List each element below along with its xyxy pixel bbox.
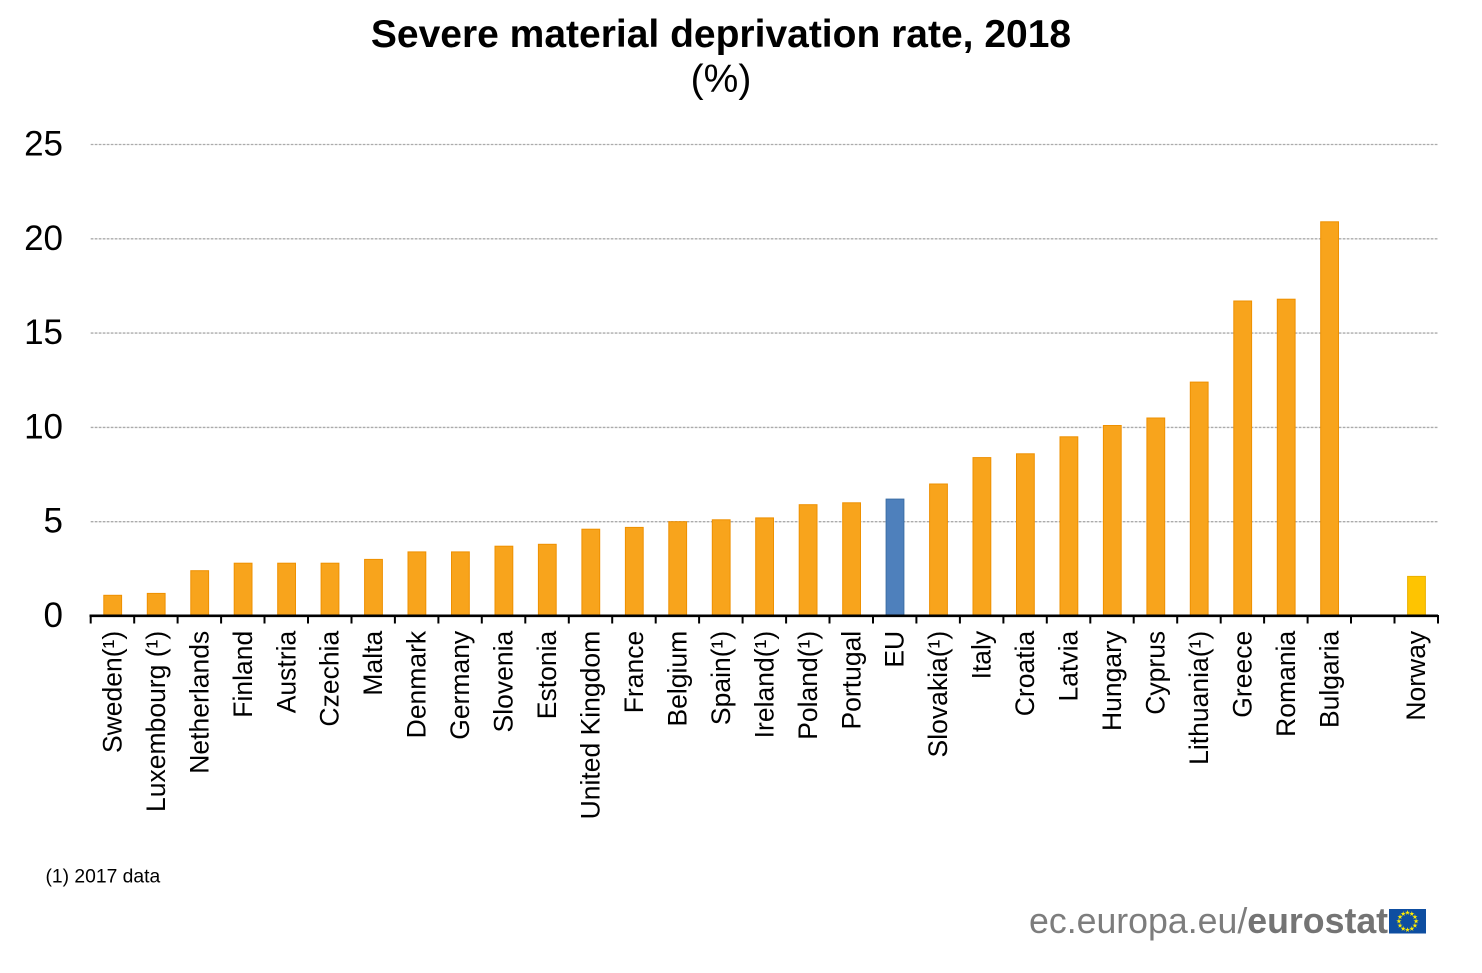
svg-text:Romania: Romania (1271, 631, 1301, 737)
svg-text:Ireland(¹): Ireland(¹) (749, 631, 779, 739)
svg-text:Croatia: Croatia (1010, 631, 1040, 717)
svg-text:Malta: Malta (358, 631, 388, 696)
svg-text:Italy: Italy (967, 630, 997, 679)
svg-text:Finland: Finland (228, 631, 258, 718)
svg-text:(1) 2017 data: (1) 2017 data (46, 867, 161, 888)
svg-text:Cyprus: Cyprus (1141, 631, 1171, 715)
svg-text:United Kingdom: United Kingdom (576, 631, 606, 820)
svg-text:EU: EU (880, 631, 910, 668)
svg-text:ec.europa.eu/eurostat: ec.europa.eu/eurostat (1029, 901, 1388, 941)
svg-text:Severe material deprivation ra: Severe material deprivation rate, 2018 (371, 13, 1071, 56)
svg-text:Slovenia: Slovenia (489, 631, 519, 733)
svg-text:Norway: Norway (1401, 630, 1431, 721)
svg-text:Luxembourg (¹): Luxembourg (¹) (141, 631, 171, 812)
svg-text:Bulgaria: Bulgaria (1314, 631, 1344, 728)
svg-text:Slovakia(¹): Slovakia(¹) (923, 631, 953, 758)
svg-text:Portugal: Portugal (836, 631, 866, 730)
svg-text:Netherlands: Netherlands (184, 631, 214, 774)
svg-text:Austria: Austria (271, 631, 301, 714)
svg-text:France: France (619, 631, 649, 713)
svg-text:0: 0 (44, 596, 63, 635)
svg-text:Hungary: Hungary (1097, 630, 1127, 731)
svg-text:Greece: Greece (1227, 631, 1257, 718)
svg-text:Sweden(¹): Sweden(¹) (97, 631, 127, 753)
svg-text:Poland(¹): Poland(¹) (793, 631, 823, 740)
svg-text:Czechia: Czechia (315, 631, 345, 727)
svg-text:5: 5 (44, 502, 63, 541)
svg-text:Latvia: Latvia (1054, 631, 1084, 702)
svg-text:Lithuania(¹): Lithuania(¹) (1184, 631, 1214, 765)
svg-text:(%): (%) (691, 58, 752, 101)
svg-text:10: 10 (24, 407, 63, 446)
svg-text:15: 15 (24, 313, 63, 352)
svg-text:20: 20 (24, 219, 63, 258)
svg-text:Germany: Germany (445, 630, 475, 740)
svg-text:25: 25 (24, 125, 63, 164)
svg-text:Denmark: Denmark (402, 630, 432, 738)
svg-text:Estonia: Estonia (532, 631, 562, 720)
svg-text:Spain(¹): Spain(¹) (706, 631, 736, 725)
svg-text:Belgium: Belgium (662, 631, 692, 727)
